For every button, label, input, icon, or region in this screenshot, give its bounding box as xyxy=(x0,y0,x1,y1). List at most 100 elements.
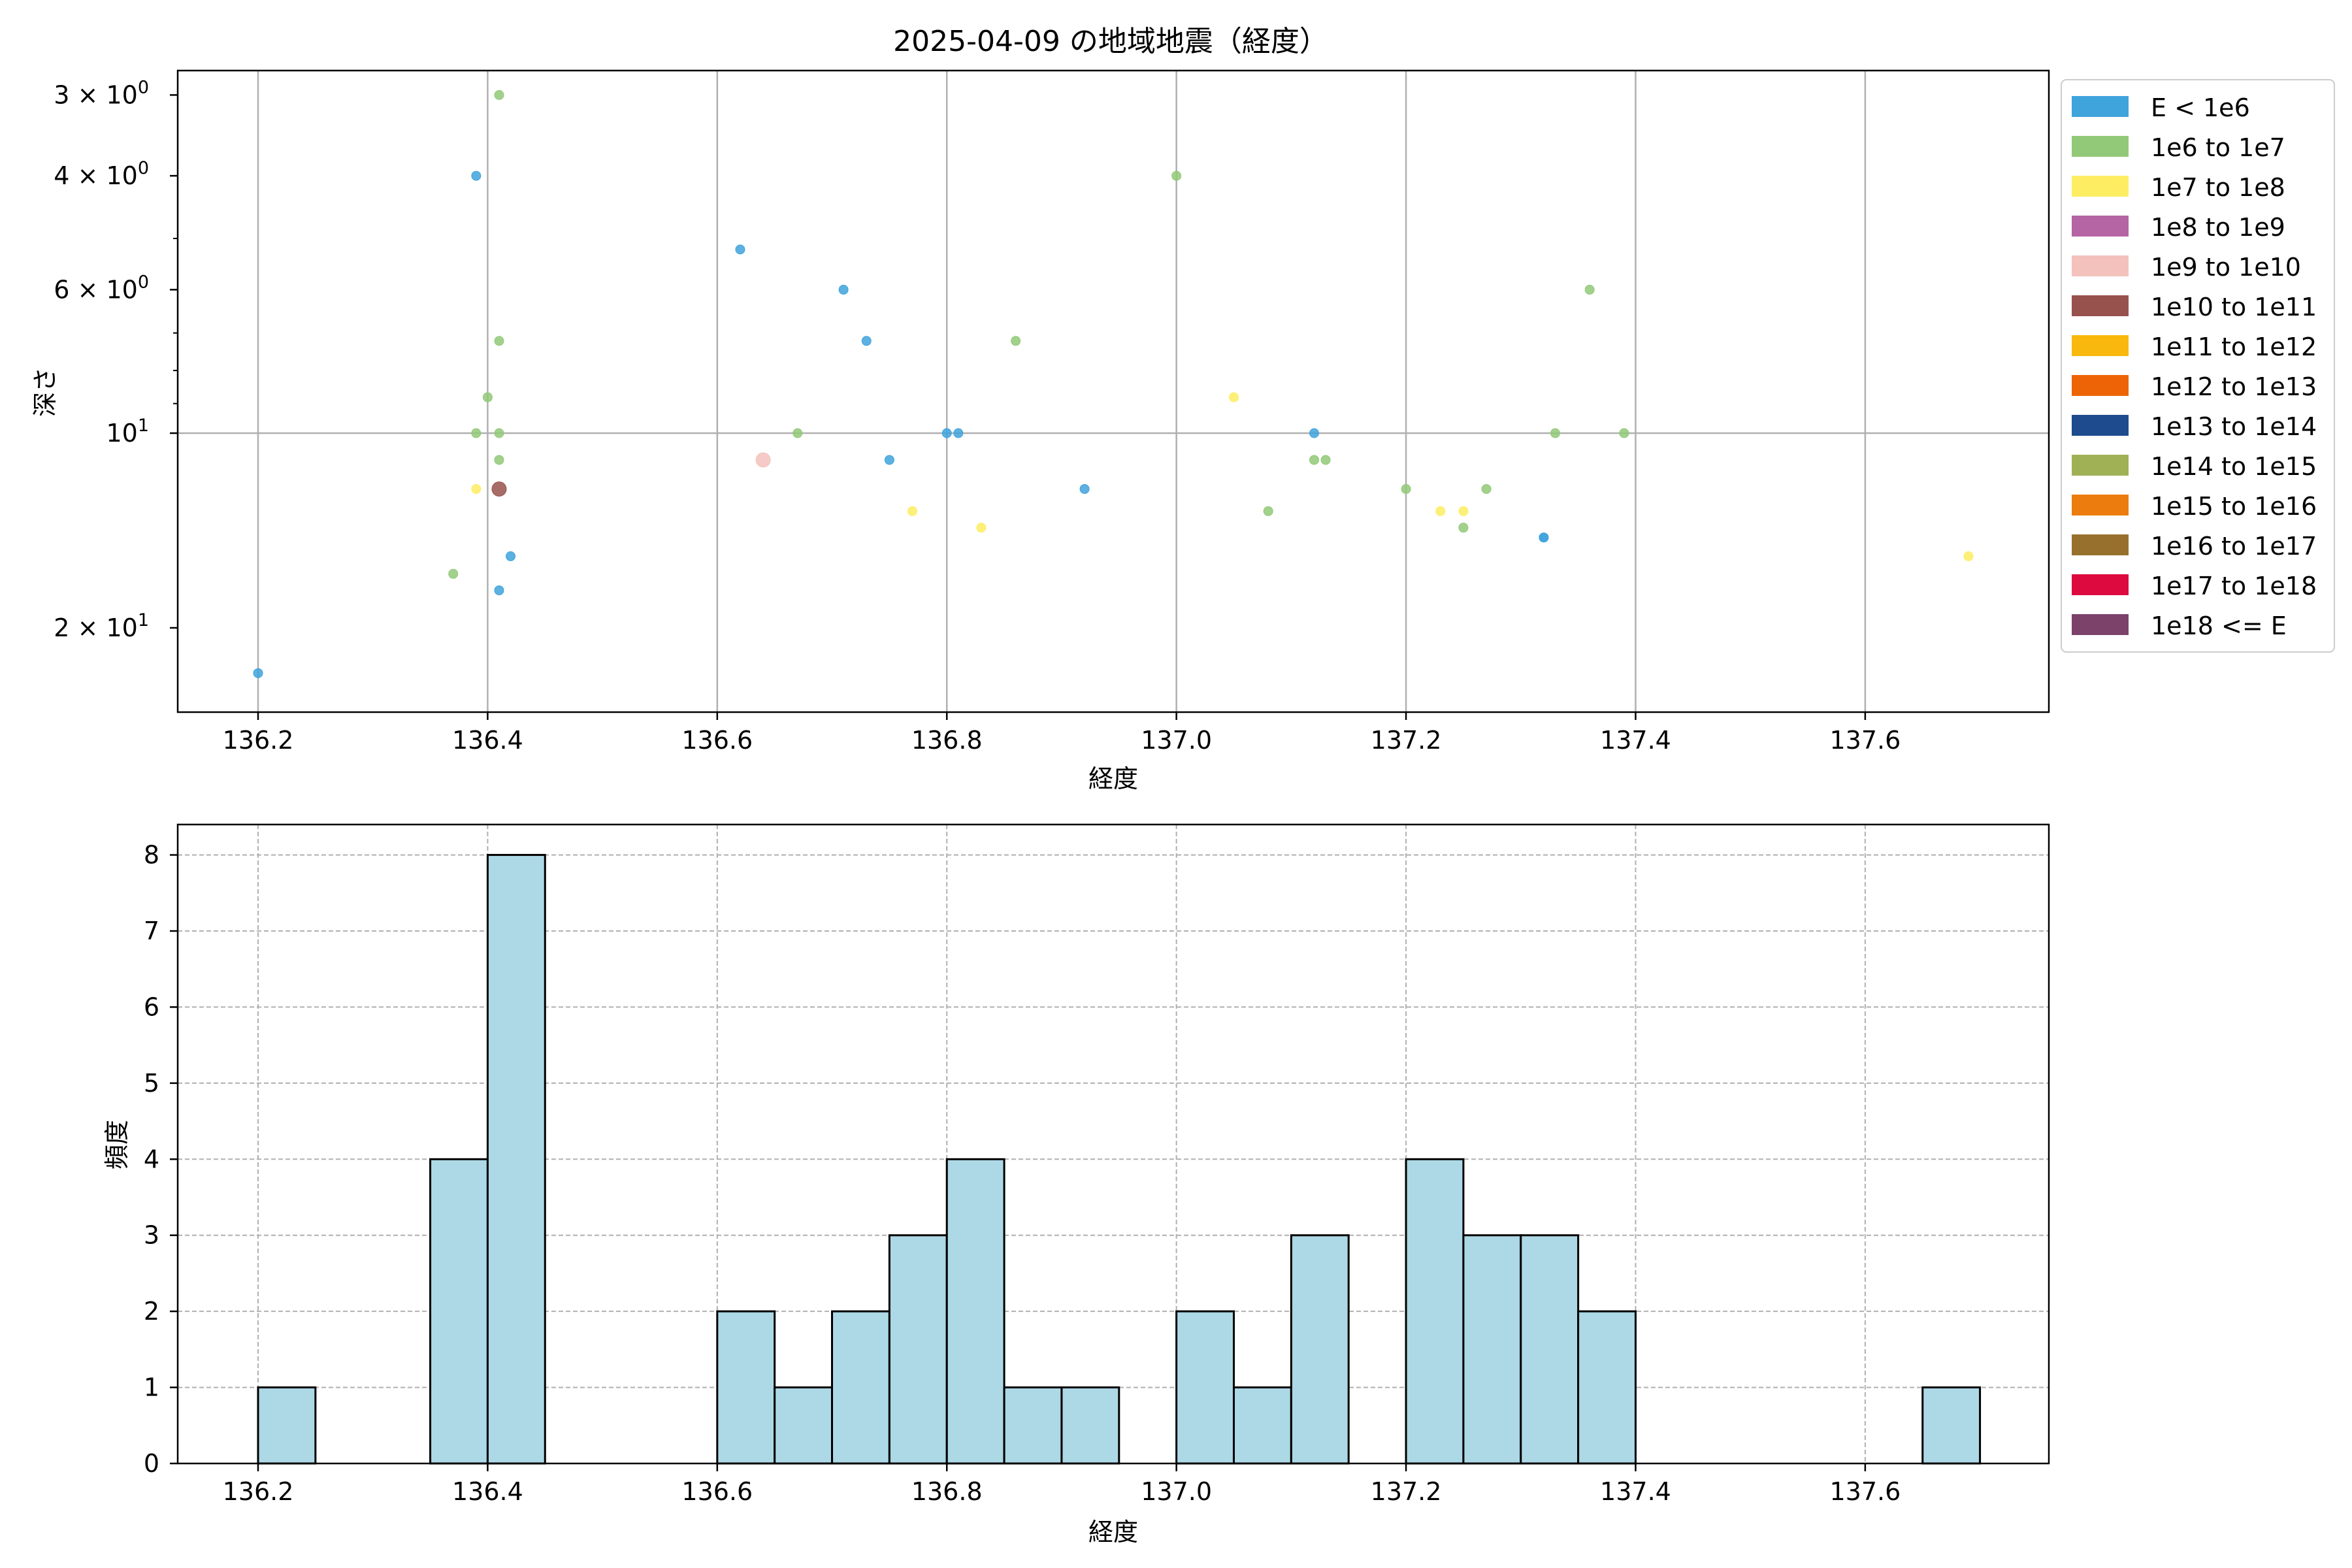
scatter-y-tick-label: 3 × 100 xyxy=(54,77,149,109)
scatter-point xyxy=(1458,506,1469,516)
scatter-point xyxy=(494,90,504,100)
legend-swatch xyxy=(2072,455,2129,476)
histogram-bar xyxy=(1921,1386,1982,1465)
legend-swatch xyxy=(2072,614,2129,635)
scatter-point xyxy=(1320,455,1331,465)
histogram-y-tick-label: 5 xyxy=(144,1069,159,1098)
scatter-point xyxy=(1539,532,1549,543)
scatter-x-tick-label: 137.6 xyxy=(1829,726,1901,755)
scatter-point xyxy=(1619,428,1629,438)
histogram-bar xyxy=(257,1386,317,1465)
scatter-point xyxy=(861,336,872,346)
scatter-point xyxy=(884,455,894,465)
legend-swatch xyxy=(2072,574,2129,595)
legend-swatch xyxy=(2072,176,2129,197)
scatter-point xyxy=(1011,336,1021,346)
legend-label: E < 1e6 xyxy=(2151,93,2250,122)
scatter-y-tick-label: 101 xyxy=(106,416,149,448)
scatter-axes-frame xyxy=(176,69,2050,713)
legend-label: 1e13 to 1e14 xyxy=(2151,412,2317,441)
histogram-x-tick-label: 137.2 xyxy=(1371,1477,1442,1506)
histogram-y-tick-label: 4 xyxy=(144,1145,159,1173)
legend-swatch xyxy=(2072,255,2129,276)
scatter-point xyxy=(1435,506,1446,516)
scatter-y-tick-base: 4 × 10 xyxy=(54,161,138,190)
scatter-y-tick-base: 10 xyxy=(106,419,137,448)
scatter-point xyxy=(494,455,504,465)
histogram-y-tick-label: 3 xyxy=(144,1221,159,1250)
scatter-point xyxy=(953,428,964,438)
legend-label: 1e18 <= E xyxy=(2151,612,2287,640)
scatter-x-ticks: 136.2 136.4 136.6 136.8 137.0 137.2 137.4 137.6 xyxy=(223,712,1901,755)
histogram-y-tick-label: 1 xyxy=(144,1373,159,1402)
scatter-point xyxy=(491,481,507,497)
scatter-x-tick-label: 136.8 xyxy=(911,726,983,755)
scatter-x-tick-label: 137.2 xyxy=(1371,726,1442,755)
histogram-bar xyxy=(486,854,546,1465)
legend-swatch xyxy=(2072,96,2129,117)
histogram-y-tick-label: 7 xyxy=(144,917,159,945)
histogram-y-tick-label: 2 xyxy=(144,1297,159,1326)
histogram-bar xyxy=(1405,1158,1465,1465)
scatter-point xyxy=(471,483,482,494)
scatter-point xyxy=(506,551,516,561)
scatter-x-tick-label: 137.4 xyxy=(1600,726,1671,755)
scatter-x-axis-label: 経度 xyxy=(1088,764,1138,793)
scatter-point xyxy=(448,568,459,579)
scatter-y-tick-exponent: 1 xyxy=(138,416,149,436)
scatter-y-tick-label: 4 × 100 xyxy=(54,158,149,190)
scatter-point xyxy=(907,506,918,516)
legend: E < 1e6 1e6 to 1e7 1e7 to 1e8 1e8 to 1e9 1e9… xyxy=(2061,79,2335,653)
histogram-x-tick-label: 137.6 xyxy=(1829,1477,1901,1506)
scatter-x-tick-label: 137.0 xyxy=(1141,726,1212,755)
scatter-point xyxy=(1263,506,1273,516)
scatter-point xyxy=(494,336,504,346)
scatter-point xyxy=(838,284,849,295)
histogram-bar xyxy=(429,1158,489,1465)
scatter-point xyxy=(941,428,952,438)
histogram-bar xyxy=(1520,1234,1580,1465)
scatter-y-tick-exponent: 0 xyxy=(138,272,149,292)
histogram-bar xyxy=(1462,1234,1522,1465)
legend-swatch xyxy=(2072,216,2129,237)
scatter-point xyxy=(792,428,803,438)
legend-swatch xyxy=(2072,495,2129,515)
scatter-x-tick-label: 136.2 xyxy=(223,726,294,755)
scatter-point xyxy=(494,428,504,438)
histogram-x-tick-label: 136.6 xyxy=(681,1477,753,1506)
scatter-point xyxy=(1481,483,1492,494)
legend-label: 1e12 to 1e13 xyxy=(2151,372,2317,401)
scatter-x-tick-label: 136.6 xyxy=(681,726,753,755)
histogram-bar xyxy=(774,1386,834,1465)
chart-title: 2025-04-09 の地域地震（経度） xyxy=(893,25,1328,58)
legend-swatch xyxy=(2072,415,2129,436)
scatter-point xyxy=(735,244,745,255)
legend-label: 1e14 to 1e15 xyxy=(2151,452,2317,481)
scatter-point xyxy=(471,171,482,181)
scatter-point xyxy=(1309,455,1319,465)
scatter-point xyxy=(1584,284,1595,295)
scatter-y-tick-exponent: 0 xyxy=(138,158,149,178)
legend-label: 1e17 to 1e18 xyxy=(2151,572,2317,600)
histogram-bar xyxy=(716,1310,776,1465)
histogram-axes-frame xyxy=(176,823,2050,1465)
histogram-y-tick-label: 6 xyxy=(144,992,159,1021)
scatter-points xyxy=(253,90,1974,678)
scatter-point xyxy=(1228,392,1239,402)
legend-swatch xyxy=(2072,295,2129,316)
legend-label: 1e16 to 1e17 xyxy=(2151,532,2317,561)
legend-label: 1e8 to 1e9 xyxy=(2151,213,2285,242)
legend-swatch xyxy=(2072,335,2129,356)
histogram-bars xyxy=(257,854,1982,1465)
legend-label: 1e15 to 1e16 xyxy=(2151,492,2317,521)
histogram-x-tick-label: 136.8 xyxy=(911,1477,983,1506)
histogram-bar xyxy=(1060,1386,1120,1465)
legend-label: 1e10 to 1e11 xyxy=(2151,293,2317,321)
histogram-x-axis-label: 経度 xyxy=(1088,1518,1138,1546)
scatter-point xyxy=(1963,551,1974,561)
legend-label: 1e11 to 1e12 xyxy=(2151,333,2317,361)
scatter-point xyxy=(494,585,504,596)
scatter-point xyxy=(471,428,482,438)
